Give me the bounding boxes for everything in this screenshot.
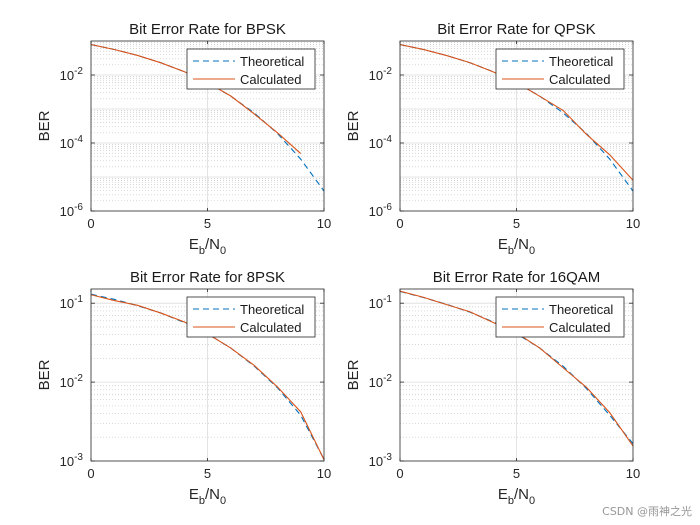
legend-label-theoretical: Theoretical bbox=[549, 54, 613, 69]
chart-title: Bit Error Rate for 8PSK bbox=[130, 269, 285, 286]
x-tick-label: 0 bbox=[396, 216, 403, 231]
y-tick-label: 10-2 bbox=[60, 66, 84, 83]
x-axis-label: Eb/N0 bbox=[498, 236, 535, 257]
y-tick-label: 10-2 bbox=[369, 66, 393, 83]
y-axis-label: BER bbox=[345, 110, 362, 141]
chart-title: Bit Error Rate for 16QAM bbox=[433, 269, 601, 286]
x-axis-label: Eb/N0 bbox=[189, 236, 226, 257]
subplot-1: 0 5 10 10-6 10-4 10-2 Bit Error Rate for BPSK E… bbox=[36, 21, 331, 257]
legend-label-theoretical: Theoretical bbox=[549, 302, 613, 317]
y-tick-label: 10-6 bbox=[60, 202, 84, 219]
x-tick-label: 5 bbox=[513, 216, 520, 231]
legend-label-calculated: Calculated bbox=[240, 320, 301, 335]
subplot-2: 0 5 10 10-6 10-4 10-2 Bit Error Rate for QPSK E… bbox=[345, 21, 640, 257]
legend-box bbox=[186, 48, 316, 90]
legend: Theoretical Calculated bbox=[495, 296, 625, 338]
x-tick-label: 10 bbox=[317, 216, 331, 231]
watermark: CSDN @雨神之光 bbox=[602, 505, 692, 518]
y-axis-label: BER bbox=[345, 359, 362, 390]
chart-title: Bit Error Rate for BPSK bbox=[129, 21, 286, 38]
x-tick-label: 10 bbox=[317, 466, 331, 481]
x-tick-label: 10 bbox=[626, 216, 640, 231]
x-tick-label: 0 bbox=[396, 466, 403, 481]
legend-box bbox=[495, 296, 625, 338]
x-tick-label: 5 bbox=[204, 466, 211, 481]
legend: Theoretical Calculated bbox=[186, 296, 316, 338]
y-axis-label: BER bbox=[36, 110, 53, 141]
legend-label-calculated: Calculated bbox=[240, 72, 301, 87]
legend-label-theoretical: Theoretical bbox=[240, 302, 304, 317]
x-tick-label: 0 bbox=[87, 466, 94, 481]
x-tick-label: 10 bbox=[626, 466, 640, 481]
y-tick-label: 10-2 bbox=[369, 373, 393, 390]
legend-label-calculated: Calculated bbox=[549, 320, 610, 335]
legend: Theoretical Calculated bbox=[495, 48, 625, 90]
chart-title: Bit Error Rate for QPSK bbox=[437, 21, 595, 38]
legend-box bbox=[495, 48, 625, 90]
x-axis-label: Eb/N0 bbox=[498, 486, 535, 507]
y-tick-label: 10-3 bbox=[369, 452, 393, 469]
x-tick-label: 0 bbox=[87, 216, 94, 231]
legend-label-theoretical: Theoretical bbox=[240, 54, 304, 69]
y-tick-label: 10-4 bbox=[369, 134, 393, 151]
y-tick-label: 10-4 bbox=[60, 134, 84, 151]
y-tick-label: 10-1 bbox=[60, 294, 84, 311]
y-tick-label: 10-2 bbox=[60, 373, 84, 390]
x-axis-label: Eb/N0 bbox=[189, 486, 226, 507]
y-tick-label: 10-6 bbox=[369, 202, 393, 219]
y-tick-label: 10-1 bbox=[369, 294, 393, 311]
subplot-3: 0 5 10 10-3 10-2 10-1 Bit Error Rate for 8PSK E… bbox=[36, 269, 331, 507]
y-axis-label: BER bbox=[36, 359, 53, 390]
legend-box bbox=[186, 296, 316, 338]
x-tick-label: 5 bbox=[204, 216, 211, 231]
y-tick-label: 10-3 bbox=[60, 452, 84, 469]
subplot-4: 0 5 10 10-3 10-2 10-1 Bit Error Rate for 16QAM… bbox=[345, 269, 640, 507]
legend: Theoretical Calculated bbox=[186, 48, 316, 90]
x-tick-label: 5 bbox=[513, 466, 520, 481]
legend-label-calculated: Calculated bbox=[549, 72, 610, 87]
